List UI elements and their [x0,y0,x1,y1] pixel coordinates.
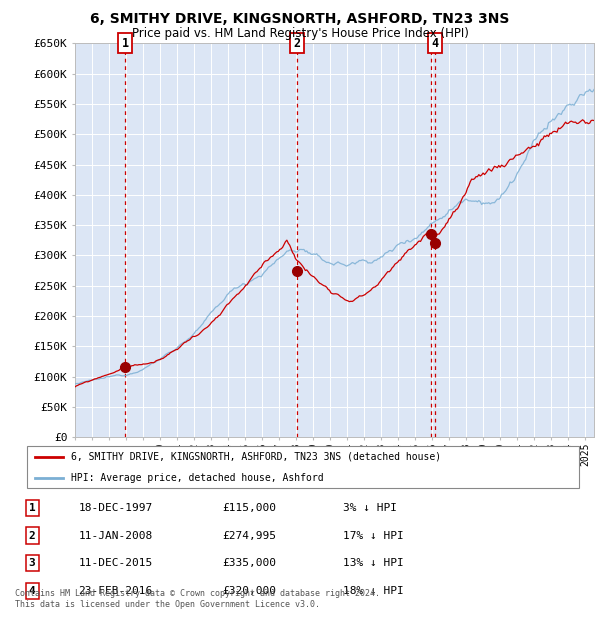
Text: 2: 2 [293,37,300,50]
Text: 11-DEC-2015: 11-DEC-2015 [78,558,152,568]
Text: 4: 4 [29,586,35,596]
Text: 6, SMITHY DRIVE, KINGSNORTH, ASHFORD, TN23 3NS (detached house): 6, SMITHY DRIVE, KINGSNORTH, ASHFORD, TN… [71,452,442,462]
FancyBboxPatch shape [27,446,579,489]
Text: 4: 4 [431,37,438,50]
Text: £335,000: £335,000 [222,558,276,568]
Text: Price paid vs. HM Land Registry's House Price Index (HPI): Price paid vs. HM Land Registry's House … [131,27,469,40]
Text: 6, SMITHY DRIVE, KINGSNORTH, ASHFORD, TN23 3NS: 6, SMITHY DRIVE, KINGSNORTH, ASHFORD, TN… [91,12,509,27]
Text: 3% ↓ HPI: 3% ↓ HPI [343,503,397,513]
Text: 18-DEC-1997: 18-DEC-1997 [78,503,152,513]
Text: 18% ↓ HPI: 18% ↓ HPI [343,586,404,596]
Text: £320,000: £320,000 [222,586,276,596]
Text: 17% ↓ HPI: 17% ↓ HPI [343,531,404,541]
Text: £115,000: £115,000 [222,503,276,513]
Text: HPI: Average price, detached house, Ashford: HPI: Average price, detached house, Ashf… [71,474,324,484]
Text: 1: 1 [122,37,129,50]
Text: 3: 3 [29,558,35,568]
Text: 2: 2 [29,531,35,541]
Text: Contains HM Land Registry data © Crown copyright and database right 2024.
This d: Contains HM Land Registry data © Crown c… [15,590,380,609]
Text: £274,995: £274,995 [222,531,276,541]
Text: 11-JAN-2008: 11-JAN-2008 [78,531,152,541]
Text: 13% ↓ HPI: 13% ↓ HPI [343,558,404,568]
Text: 1: 1 [29,503,35,513]
Text: 23-FEB-2016: 23-FEB-2016 [78,586,152,596]
